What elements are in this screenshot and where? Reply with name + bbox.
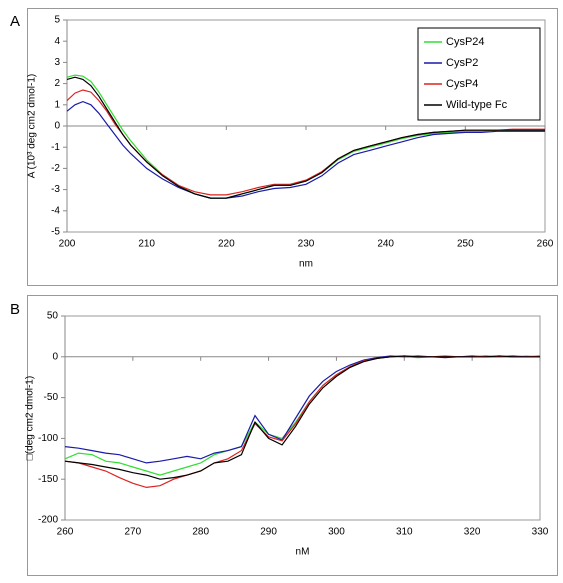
y-tick-label: -100 [38, 433, 58, 444]
panel-label: B [10, 301, 20, 318]
x-tick-label: 310 [396, 527, 413, 538]
x-tick-label: 280 [192, 527, 209, 538]
x-tick-label: 320 [464, 527, 481, 538]
y-tick-label: 2 [54, 78, 60, 89]
y-tick-label: 4 [54, 36, 60, 47]
y-tick-label: -1 [51, 142, 60, 153]
x-tick-label: 330 [532, 527, 549, 538]
series-line [66, 76, 545, 199]
panel-label: A [10, 13, 20, 30]
x-axis-label: nm [299, 259, 313, 270]
x-tick-label: 300 [328, 527, 345, 538]
legend-label: CysP4 [446, 78, 478, 90]
legend-label: Wild-type Fc [446, 99, 508, 111]
legend-label: CysP24 [446, 36, 485, 48]
y-tick-label: 1 [54, 99, 60, 110]
x-tick-label: 240 [377, 239, 394, 250]
series-line [66, 100, 545, 199]
x-tick-label: 210 [138, 239, 155, 250]
y-tick-label: 5 [54, 15, 60, 26]
y-axis-label: □(deg cm2 dmol-1) [25, 376, 36, 460]
y-tick-label: -4 [51, 205, 60, 216]
x-axis-label: nM [296, 547, 310, 558]
x-tick-label: 270 [125, 527, 142, 538]
legend-label: CysP2 [446, 57, 478, 69]
series-line [64, 355, 540, 464]
y-tick-label: 0 [52, 351, 58, 362]
y-axis-label: A (10³ deg cm2 dmol-1) [27, 74, 38, 179]
y-tick-label: 3 [54, 57, 60, 68]
panel-frame [27, 295, 558, 576]
x-tick-label: 250 [457, 239, 474, 250]
plot-area [64, 315, 541, 521]
x-tick-label: 260 [537, 239, 554, 250]
x-tick-label: 290 [260, 527, 277, 538]
x-tick-label: 260 [57, 527, 74, 538]
y-tick-label: -200 [38, 515, 58, 526]
y-tick-label: -50 [44, 392, 59, 403]
y-tick-label: -150 [38, 474, 58, 485]
y-tick-label: -2 [51, 163, 60, 174]
y-tick-label: -3 [51, 184, 60, 195]
x-tick-label: 200 [59, 239, 76, 250]
y-tick-label: 0 [54, 121, 60, 132]
series-line [64, 355, 540, 480]
y-tick-label: 50 [47, 311, 59, 322]
x-tick-label: 230 [298, 239, 315, 250]
panel-frame [27, 8, 558, 286]
y-tick-label: -5 [51, 227, 60, 238]
x-tick-label: 220 [218, 239, 235, 250]
